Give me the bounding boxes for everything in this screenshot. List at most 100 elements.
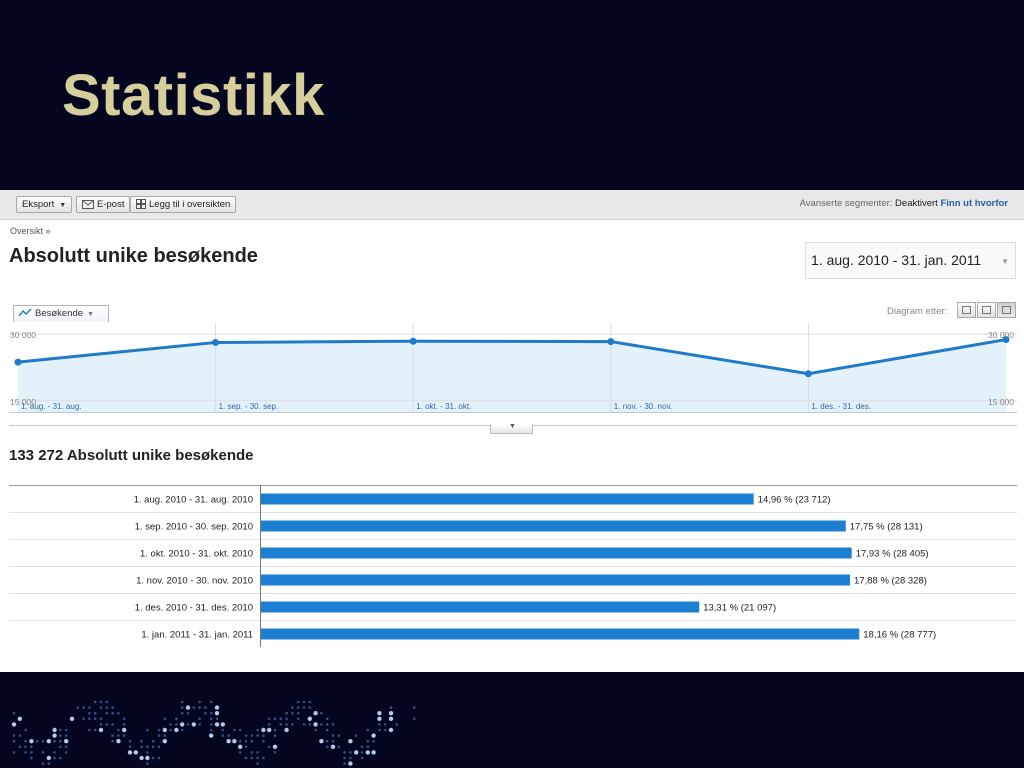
breadcrumb[interactable]: Oversikt » [10, 226, 51, 236]
graph-by-week-button[interactable] [977, 302, 996, 318]
x-tick-label: 1. okt. - 31. okt. [416, 402, 471, 411]
decor-dot [122, 734, 126, 737]
decor-dot [98, 727, 104, 733]
decor-dot [360, 751, 364, 754]
data-point [212, 338, 220, 346]
decor-dot [174, 727, 179, 733]
decor-dot [64, 734, 68, 737]
export-button[interactable]: Eksport ▼ [16, 196, 73, 213]
decor-dot [191, 722, 196, 727]
decor-dot [365, 750, 370, 755]
decor-dot [366, 728, 370, 732]
decor-dot [99, 723, 103, 726]
email-button[interactable]: E-post [76, 196, 131, 213]
bar-data-label: 14,96 % (23 712) [758, 495, 831, 506]
decor-dot [63, 739, 69, 744]
y-tick-label-left: 30 000 [10, 330, 36, 340]
decor-dot [162, 727, 167, 733]
decor-dot [128, 739, 132, 743]
data-point [1002, 336, 1010, 344]
decor-dot [146, 751, 149, 754]
decor-dot [59, 756, 62, 760]
decor-dot [337, 734, 341, 737]
decor-dot [145, 755, 150, 761]
decor-dot [111, 706, 114, 709]
decor-dot [209, 733, 214, 738]
decor-dot [117, 711, 120, 715]
segments-help-link[interactable]: Finn ut hvorfor [940, 198, 1008, 209]
decor-dot [192, 706, 196, 709]
bar [260, 574, 851, 586]
decor-dot [250, 739, 254, 743]
decor-dot [366, 745, 370, 749]
decor-dot [146, 745, 149, 749]
y-tick-label-right: 15 000 [988, 397, 1014, 407]
y-tick-label-right: 30 000 [988, 330, 1014, 340]
graph-by-month-button[interactable] [997, 302, 1016, 318]
decor-dot [180, 706, 184, 709]
decor-dot [273, 734, 277, 737]
decor-dot [215, 717, 219, 721]
bar-category-label: 1. des. 2010 - 31. des. 2010 [135, 603, 253, 614]
decor-dot [262, 734, 265, 737]
decor-dot [302, 700, 306, 704]
decor-dot [343, 762, 346, 765]
decor-dot [232, 739, 237, 744]
y-tick-label-left: 15 000 [10, 397, 36, 407]
decor-dot [313, 711, 318, 716]
decor-dot [41, 751, 45, 754]
decor-dot [325, 717, 329, 721]
decor-dot [162, 739, 167, 744]
decor-dot [198, 723, 201, 726]
decor-dot [349, 756, 352, 760]
decor-dot [209, 717, 213, 721]
x-tick-label: 1. nov. - 30. nov. [614, 402, 672, 411]
data-point [409, 337, 417, 345]
date-range-picker[interactable]: 1. aug. 2010 - 31. jan. 2011 ▼ [805, 242, 1016, 279]
decor-dot [140, 745, 143, 749]
decor-dot [88, 711, 91, 715]
bar [260, 520, 846, 532]
decor-dot [140, 739, 143, 743]
decor-dot [47, 762, 51, 765]
decor-dot [412, 717, 416, 721]
decor-dot [117, 734, 120, 737]
decor-dot [388, 727, 394, 733]
decor-dot [105, 700, 109, 704]
decor-dot [17, 716, 22, 721]
visitors-bar-table: 1. aug. 2010 - 31. aug. 2010 14,96 % (23 … [9, 485, 1017, 647]
decor-dot [320, 723, 323, 726]
decor-dot [214, 711, 220, 716]
decor-dot [214, 705, 220, 710]
decor-dot [53, 756, 56, 760]
decor-dot [146, 762, 149, 765]
metric-selector[interactable]: Besøkende ▼ [13, 305, 109, 322]
add-to-dashboard-button[interactable]: Legg til i oversikten [130, 196, 237, 214]
decor-dot [343, 756, 346, 760]
decor-dot [273, 728, 277, 732]
chevron-down-icon: ▼ [1001, 257, 1009, 266]
decor-dot [279, 723, 283, 726]
date-range-value: 1. aug. 2010 - 31. jan. 2011 [811, 252, 982, 268]
decor-dot [169, 723, 172, 726]
grid-icon [136, 199, 146, 214]
decor-dot [99, 706, 103, 709]
decor-dot [267, 723, 271, 726]
decor-dot [24, 728, 27, 732]
decor-dot [139, 755, 144, 761]
decor-dot [111, 723, 114, 726]
decor-dot [383, 728, 387, 732]
decor-dot [185, 705, 191, 710]
decor-dot [59, 739, 62, 743]
decorative-dot-pattern [11, 700, 416, 766]
decor-dot [93, 717, 97, 721]
decor-dot [46, 739, 51, 744]
decor-dot [18, 745, 22, 749]
decor-dot [18, 734, 22, 737]
collapse-chart-toggle[interactable]: ▼ [490, 423, 533, 434]
bar [260, 493, 754, 505]
graph-by-day-button[interactable] [957, 302, 976, 318]
decor-dot [262, 756, 265, 760]
segments-label: Avanserte segmenter: [799, 198, 893, 209]
